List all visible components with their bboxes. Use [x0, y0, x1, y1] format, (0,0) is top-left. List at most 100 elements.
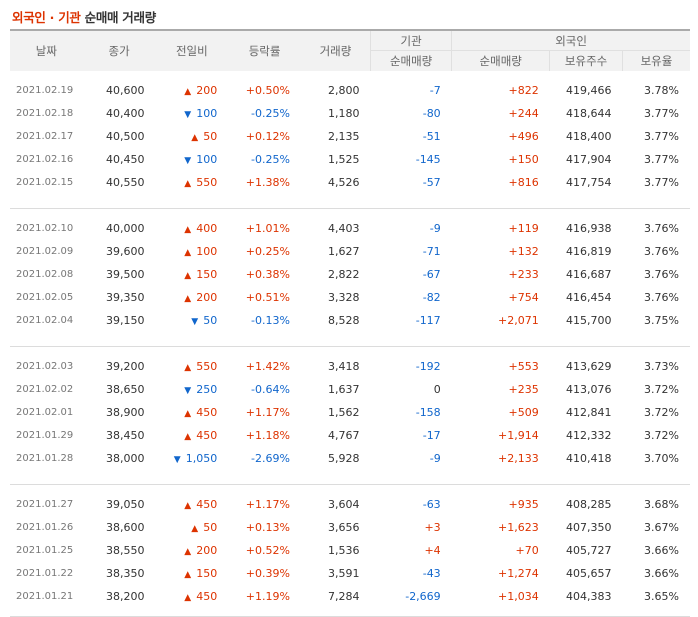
header-volume: 거래량 [300, 30, 371, 71]
close-cell: 38,350 [105, 567, 145, 580]
triangle-down-icon: ▼ [191, 317, 199, 327]
inst-net-cell: -80 [422, 107, 441, 120]
date-cell: 2021.01.28 [16, 453, 74, 464]
holdings-cell: 404,383 [565, 590, 612, 603]
foreign-net-cell: +1,914 [498, 429, 539, 442]
change-cell: ▲ 100 [155, 240, 228, 263]
divider-cell [10, 209, 690, 218]
inst-net-cell: -192 [415, 360, 441, 373]
change-cell: ▲ 450 [155, 401, 228, 424]
table-row: 2021.02.10 40,000 ▲ 400 +1.01% 4,403 -9 +119 416… [10, 217, 690, 240]
change-value: 150 [196, 567, 218, 580]
date-cell: 2021.02.10 [16, 223, 74, 234]
change-cell: ▼ 100 [155, 148, 228, 171]
volume-cell: 7,284 [328, 590, 360, 603]
triangle-down-icon: ▼ [173, 455, 181, 465]
change-value: 150 [196, 268, 218, 281]
inst-net-cell: -43 [422, 567, 441, 580]
volume-cell: 1,525 [328, 153, 360, 166]
date-cell: 2021.02.09 [16, 246, 74, 257]
change-value: 1,050 [185, 452, 218, 465]
ratio-cell: 3.77% [644, 107, 679, 120]
close-cell: 39,500 [105, 268, 145, 281]
table-row: 2021.02.05 39,350 ▲ 200 +0.51% 3,328 -82 +754 41… [10, 286, 690, 309]
close-cell: 40,400 [105, 107, 145, 120]
divider-cell [10, 194, 690, 209]
ratio-cell: 3.68% [644, 498, 679, 511]
close-cell: 39,350 [105, 291, 145, 304]
close-cell: 40,500 [105, 130, 145, 143]
date-cell: 2021.02.15 [16, 177, 74, 188]
change-value: 450 [196, 429, 218, 442]
header-ratio: 보유율 [621, 50, 690, 71]
change-value: 50 [203, 314, 218, 327]
trading-table: 날짜 종가 전일비 등락률 거래량 기관 외국인 순매매량 순매매량 보유주수 … [10, 29, 690, 617]
rate-cell: +0.25% [245, 245, 290, 258]
ratio-cell: 3.67% [644, 521, 679, 534]
volume-cell: 4,767 [328, 429, 360, 442]
change-value: 250 [196, 383, 218, 396]
date-cell: 2021.01.25 [16, 545, 74, 556]
divider-cell [10, 347, 690, 356]
date-cell: 2021.02.16 [16, 154, 74, 165]
ratio-cell: 3.77% [644, 130, 679, 143]
close-cell: 38,650 [105, 383, 145, 396]
rate-cell: +1.42% [245, 360, 290, 373]
holdings-cell: 419,466 [565, 84, 612, 97]
rate-cell: +0.39% [245, 567, 290, 580]
close-cell: 38,000 [105, 452, 145, 465]
title-separator: · [49, 10, 55, 25]
holdings-cell: 416,454 [565, 291, 612, 304]
holdings-cell: 407,350 [565, 521, 612, 534]
foreign-net-cell: +754 [508, 291, 539, 304]
rate-cell: +0.13% [245, 521, 290, 534]
rate-cell: +1.01% [245, 222, 290, 235]
holdings-cell: 412,841 [565, 406, 612, 419]
date-cell: 2021.01.21 [16, 591, 74, 602]
holdings-cell: 416,938 [565, 222, 612, 235]
foreign-net-cell: +235 [508, 383, 539, 396]
volume-cell: 1,536 [328, 544, 360, 557]
volume-cell: 4,526 [328, 176, 360, 189]
change-cell: ▲ 400 [155, 217, 228, 240]
inst-net-cell: -17 [422, 429, 441, 442]
table-row: 2021.01.25 38,550 ▲ 200 +0.52% 1,536 +4 +70 405,… [10, 539, 690, 562]
rate-cell: -0.25% [251, 153, 290, 166]
row-divider [10, 71, 690, 79]
volume-cell: 1,562 [328, 406, 360, 419]
foreign-net-cell: +70 [515, 544, 539, 557]
foreign-net-cell: +496 [508, 130, 539, 143]
header-foreign: 외국인 [451, 30, 690, 51]
date-cell: 2021.01.22 [16, 568, 74, 579]
inst-net-cell: -82 [422, 291, 441, 304]
holdings-cell: 408,285 [565, 498, 612, 511]
triangle-up-icon: ▲ [184, 501, 192, 511]
change-value: 200 [196, 84, 218, 97]
foreign-net-cell: +509 [508, 406, 539, 419]
triangle-down-icon: ▼ [184, 156, 192, 166]
inst-net-cell: -9 [429, 222, 441, 235]
close-cell: 38,900 [105, 406, 145, 419]
change-value: 550 [196, 176, 218, 189]
section-title: 외국인 · 기관 순매매 거래량 [12, 7, 156, 26]
rate-cell: +1.19% [245, 590, 290, 603]
row-divider [10, 608, 690, 617]
table-row: 2021.02.01 38,900 ▲ 450 +1.17% 1,562 -158 +509 4… [10, 401, 690, 424]
triangle-up-icon: ▲ [191, 524, 199, 534]
rate-cell: +1.17% [245, 498, 290, 511]
rate-cell: -0.64% [251, 383, 290, 396]
table-row: 2021.02.17 40,500 ▲ 50 +0.12% 2,135 -51 +496 418… [10, 125, 690, 148]
close-cell: 38,450 [105, 429, 145, 442]
rate-cell: +0.38% [245, 268, 290, 281]
ratio-cell: 3.76% [644, 245, 679, 258]
foreign-net-cell: +553 [508, 360, 539, 373]
table-row: 2021.02.02 38,650 ▼ 250 -0.64% 1,637 0 +235 413,… [10, 378, 690, 401]
triangle-up-icon: ▲ [184, 294, 192, 304]
close-cell: 38,550 [105, 544, 145, 557]
triangle-up-icon: ▲ [184, 271, 192, 281]
holdings-cell: 412,332 [565, 429, 612, 442]
triangle-up-icon: ▲ [191, 133, 199, 143]
close-cell: 39,600 [105, 245, 145, 258]
inst-net-cell: +4 [424, 544, 441, 557]
holdings-cell: 416,819 [565, 245, 612, 258]
